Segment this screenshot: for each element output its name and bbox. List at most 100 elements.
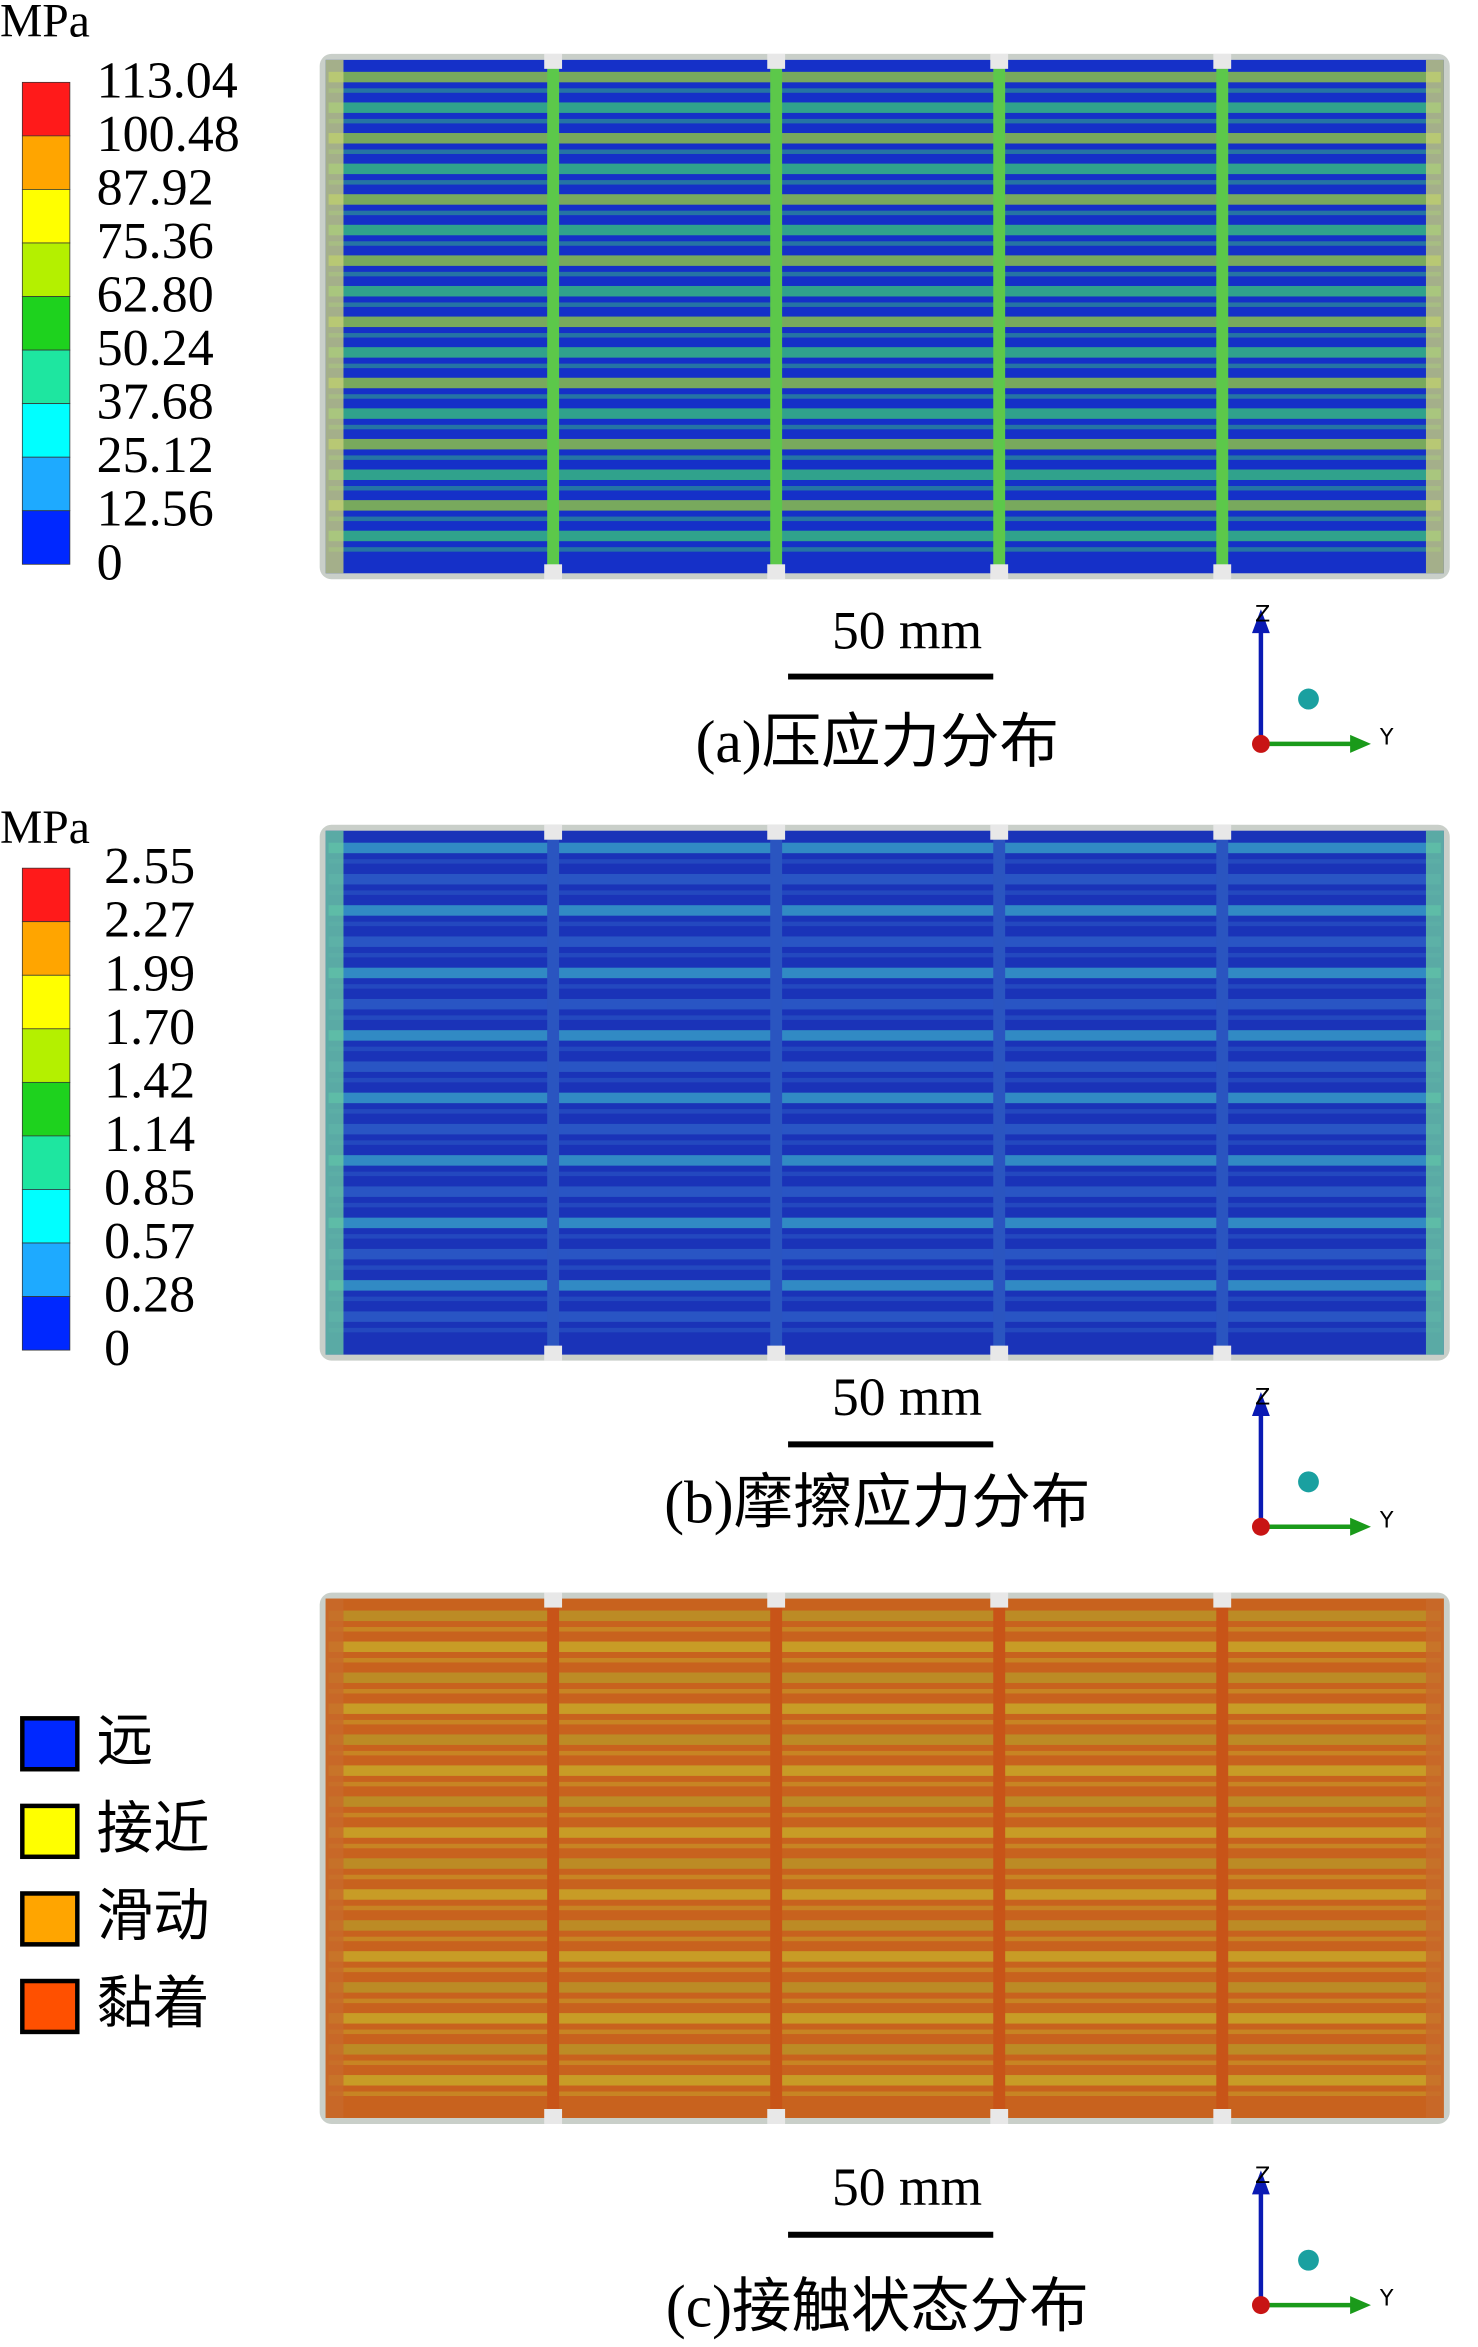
legend-swatch [21,1189,71,1244]
contour-stripe [328,285,1441,297]
legend-level: 0 [104,1319,130,1377]
rib-clip [990,1345,1009,1361]
legend-swatch [21,1081,71,1137]
contour-stripe-thin [328,516,1441,522]
rib-clip [767,564,786,580]
axis-marker [1298,688,1319,710]
contour-stripe [328,102,1441,113]
contour-stripe-thin [328,1140,1441,1145]
axis-marker [1298,1471,1319,1493]
contour-stripe-thin [328,1202,1441,1208]
rib-clip [544,2109,563,2124]
legend-level: 25.12 [97,426,214,484]
contour-image [325,830,1444,1355]
rib-clip [767,2109,786,2124]
contour-stripe-thin [328,1627,1441,1632]
legend-level: 0 [97,533,123,591]
rib-clip [1213,2109,1232,2124]
caption: (c)接触状态分布 [666,2273,1089,2339]
axis-y-label: Y [1379,724,1394,750]
contour-rib [770,59,783,574]
legend-swatch [21,296,71,351]
contour-stripe-thin [328,1015,1441,1020]
legend-label: 滑动 [97,1885,210,1948]
contour-rib [1216,59,1229,574]
legend-unit: MPa [0,0,90,47]
contour-stripe [328,133,1441,144]
contour-stripe [328,194,1441,205]
contour-stripe [328,224,1441,236]
scale-bar-label: 50 mm [832,2157,982,2217]
legend-swatch [20,1716,80,1772]
rib-clip [544,824,563,840]
axis-y-label: Y [1379,1507,1394,1533]
legend-level: 2.27 [104,891,195,949]
contour-rib [547,1598,560,2118]
legend-swatch [21,921,71,976]
contour-stripe [328,1311,1441,1322]
legend-swatch [21,456,71,512]
contour-stripe [328,2044,1441,2055]
contour-stripe-thin [328,363,1441,369]
contour-stripe-thin [328,1750,1441,1756]
axis-y-label: Y [1379,2286,1394,2312]
contour-edge-left [325,1598,344,2118]
contour-stripe-thin [328,455,1441,460]
contour-stripe-thin [328,333,1441,338]
contour-stripe-thin [328,485,1441,491]
contour-stripe-thin [328,1046,1441,1052]
legend-label: 黏着 [97,1972,210,2035]
rib-clip [990,824,1009,840]
contour-image [325,1598,1444,2118]
rib-clip [1213,53,1232,69]
legend-swatch [21,974,71,1030]
contour-stripe [328,1610,1441,1622]
legend-swatch [20,1803,80,1860]
contour-stripe-thin [328,1812,1441,1818]
contour-stripe-thin [328,984,1441,989]
contour-stripe-thin [328,88,1441,93]
legend-level: 113.04 [97,51,238,109]
rib-clip [990,2109,1009,2124]
contour-stripe-thin [328,2029,1441,2035]
axis-z-head [1251,2170,1270,2195]
axis-y-head [1350,734,1371,753]
contour-stripe-thin [328,1967,1441,1973]
contour-stripe [328,377,1441,389]
contour-stripe [328,1951,1441,1962]
legend-swatch [20,1891,80,1947]
contour-rib [993,1598,1006,2118]
axis-z-label: Z [1255,1384,1270,1410]
contour-stripe [328,408,1441,419]
contour-stripe [328,1030,1441,1041]
legend-label: 远 [97,1710,154,1773]
contour-stripe [328,905,1441,916]
rib-clip [1213,824,1232,840]
axis-x [1251,2296,1270,2315]
contour-stripe [328,438,1441,450]
legend-swatch [21,349,71,405]
legend-swatch [21,1028,71,1083]
contour-edge-right [1425,1598,1444,2118]
contour-stripe-thin [328,2060,1441,2066]
legend-level: 1.70 [104,998,195,1056]
contour-stripe-thin [328,1719,1441,1725]
contour-stripe-thin [328,2091,1441,2097]
contour-stripe [328,316,1441,328]
legend-level: 0.85 [104,1158,195,1216]
legend-level: 1.99 [104,944,195,1002]
legend-swatch [21,867,71,923]
axis-y-head [1350,1517,1371,1536]
axis-y-head [1350,2296,1371,2315]
contour-stripe-thin [328,210,1441,216]
legend-swatch [21,403,71,458]
contour-stripe-thin [328,1077,1441,1083]
contour-stripe [328,1672,1441,1683]
legend-level: 12.56 [97,480,214,538]
legend-swatch [21,1135,71,1190]
rib-clip [767,824,786,840]
contour-stripe-thin [328,180,1441,185]
contour-edge-right [1425,59,1444,574]
contour-stripe-thin [328,1843,1441,1849]
